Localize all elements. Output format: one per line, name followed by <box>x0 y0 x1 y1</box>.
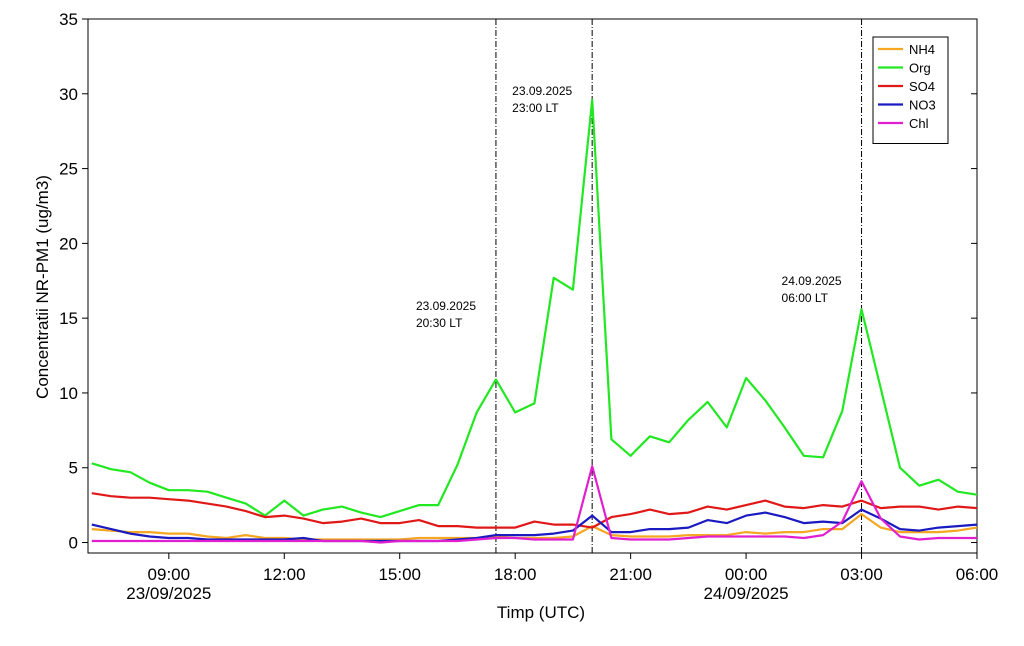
annotation-text: 20:30 LT <box>416 316 463 330</box>
series-line <box>91 465 977 544</box>
annotation-text: 23.09.2025 <box>416 299 476 313</box>
y-tick-label: 10 <box>59 384 78 403</box>
legend-label: NH4 <box>909 42 935 57</box>
annotation-text: 24.09.2025 <box>782 274 842 288</box>
y-tick-label: 30 <box>59 85 78 104</box>
annotation-text: 23.09.2025 <box>512 84 572 98</box>
x-tick-label: 15:00 <box>378 565 421 584</box>
legend-label: NO3 <box>909 98 936 113</box>
x-tick-label: 21:00 <box>609 565 652 584</box>
y-tick-label: 25 <box>59 160 78 179</box>
y-tick-label: 35 <box>59 10 78 29</box>
x-tick-label: 03:00 <box>840 565 883 584</box>
x-tick-label: 12:00 <box>263 565 306 584</box>
y-tick-label: 0 <box>69 534 78 553</box>
annotation-text: 06:00 LT <box>782 291 829 305</box>
series-line <box>91 98 978 519</box>
series-line <box>91 492 978 529</box>
y-tick-label: 20 <box>59 234 78 253</box>
y-tick-label: 5 <box>69 459 78 478</box>
y-tick-label: 15 <box>59 309 78 328</box>
x-tick-label: 09:00 <box>148 565 191 584</box>
legend-label: Org <box>909 61 931 76</box>
plot-frame <box>87 18 978 554</box>
x-tick-label: 18:00 <box>494 565 537 584</box>
legend-label: SO4 <box>909 79 935 94</box>
series-line <box>91 508 978 543</box>
y-axis-title: Concentratii NR-PM1 (ug/m3) <box>33 175 52 399</box>
x-tick-label: 00:00 <box>725 565 768 584</box>
x-axis-title: Timp (UTC) <box>497 603 585 622</box>
x-tick-label: 06:00 <box>956 565 999 584</box>
legend-box <box>872 36 949 144</box>
x-date-label: 24/09/2025 <box>704 584 789 603</box>
series-line <box>91 513 978 541</box>
legend: NH4 Org SO4 NO3 Chl <box>872 36 949 144</box>
x-date-label: 23/09/2025 <box>126 584 211 603</box>
legend-label: Chl <box>909 116 929 131</box>
annotation-text: 23:00 LT <box>512 101 559 115</box>
